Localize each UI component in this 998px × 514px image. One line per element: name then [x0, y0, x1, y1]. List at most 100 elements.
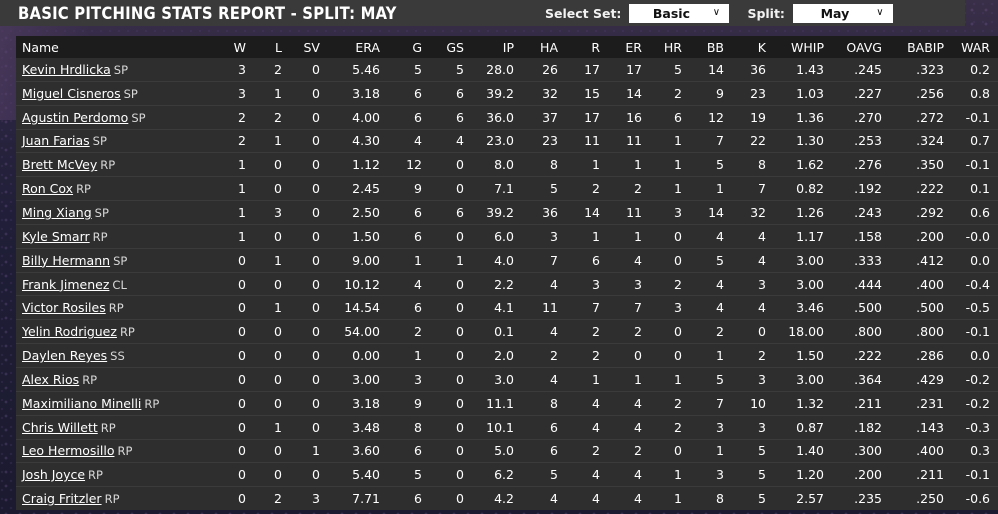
stat-cell-r: 17 — [566, 58, 608, 82]
stat-cell-r: 2 — [566, 439, 608, 464]
stat-cell-whip: 1.03 — [774, 81, 832, 106]
player-position-label: SP — [92, 134, 107, 149]
stat-cell-sv: 0 — [290, 343, 328, 368]
stat-cell-babip: .231 — [890, 391, 952, 416]
stat-cell-ha: 36 — [522, 200, 566, 225]
stat-cell-whip: 18.00 — [774, 319, 832, 345]
table-row[interactable]: Juan Farias SP 2 1 0 4.30 4 4 23.0 23 11 11 1 7 22 1.30… — [16, 129, 998, 154]
column-header-bb[interactable]: BB — [690, 36, 732, 58]
player-name-link[interactable]: Victor Rosiles — [22, 300, 106, 316]
column-header-r[interactable]: R — [566, 36, 608, 58]
table-row[interactable]: Leo Hermosillo RP 0 0 1 3.60 6 0 5.0 6 2 2 0 1 5 1.40.3… — [16, 439, 998, 464]
player-position-label: RP — [100, 420, 116, 435]
column-header-er[interactable]: ER — [608, 36, 650, 58]
column-header-gs[interactable]: GS — [430, 36, 472, 58]
column-header-ha[interactable]: HA — [522, 36, 566, 58]
stat-cell-gs: 0 — [430, 319, 472, 345]
stat-cell-ha: 4 — [522, 486, 566, 511]
column-header-babip[interactable]: BABIP — [890, 36, 952, 58]
stat-cell-war: 0.2 — [952, 58, 998, 82]
table-row[interactable]: Chris Willett RP 0 1 0 3.48 8 0 10.1 6 4 4 2 3 3 0.87.1… — [16, 415, 998, 440]
stat-cell-ip: 4.2 — [472, 486, 522, 511]
player-name-link[interactable]: Kevin Hrdlicka — [22, 61, 111, 77]
table-row[interactable]: Billy Hermann SP 0 1 0 9.00 1 1 4.0 7 6 4 0 5 4 3.00.33… — [16, 248, 998, 273]
column-header-era[interactable]: ERA — [328, 36, 388, 58]
player-position-label: RP — [100, 158, 116, 173]
stat-cell-sv: 0 — [290, 81, 328, 106]
stat-cell-ha: 26 — [522, 58, 566, 82]
table-row[interactable]: Agustin Perdomo SP 2 2 0 4.00 6 6 36.0 37 17 16 6 12 1… — [16, 105, 998, 130]
player-name-cell: Victor Rosiles RP — [16, 295, 216, 321]
column-header-w[interactable]: W — [216, 36, 254, 58]
table-row[interactable]: Josh Joyce RP 0 0 0 5.40 5 0 6.2 5 4 4 1 3 5 1.20.200.2… — [16, 462, 998, 488]
stat-cell-k: 0 — [732, 319, 774, 345]
stat-cell-g: 1 — [388, 248, 430, 273]
stat-cell-bb: 7 — [690, 391, 732, 416]
player-name-link[interactable]: Maximiliano Minelli — [22, 395, 142, 411]
stat-cell-era: 3.48 — [328, 415, 388, 440]
table-row[interactable]: Miguel Cisneros SP 3 1 0 3.18 6 6 39.2 32 15 14 2 9 23… — [16, 81, 998, 106]
stat-cell-hr: 2 — [650, 391, 690, 416]
stat-cell-er: 2 — [608, 176, 650, 202]
player-position-label: SP — [113, 62, 129, 77]
column-header-war[interactable]: WAR — [952, 36, 998, 58]
table-row[interactable]: Craig Fritzler RP 0 2 3 7.71 6 0 4.2 4 4 4 1 8 5 2.57.2… — [16, 486, 998, 511]
player-position-label: RP — [119, 325, 135, 340]
stat-cell-babip: .286 — [890, 343, 952, 368]
table-row[interactable]: Victor Rosiles RP 0 1 0 14.54 6 0 4.1 11 7 7 3 4 4 3.46… — [16, 295, 998, 321]
column-header-ip[interactable]: IP — [472, 36, 522, 58]
table-row[interactable]: Yelin Rodriguez RP 0 0 0 54.00 2 0 0.1 4 2 2 0 2 0 18.0… — [16, 319, 998, 345]
column-header-name[interactable]: Name — [16, 36, 216, 58]
stat-cell-bb: 5 — [690, 248, 732, 273]
column-header-sv[interactable]: SV — [290, 36, 328, 58]
player-name-link[interactable]: Daylen Reyes — [22, 348, 108, 364]
column-header-whip[interactable]: WHIP — [774, 36, 832, 58]
player-name-link[interactable]: Juan Farias — [22, 133, 90, 149]
stat-cell-gs: 0 — [430, 462, 472, 488]
table-row[interactable]: Frank Jimenez CL 0 0 0 10.12 4 0 2.2 4 3 3 2 4 3 3.00.4… — [16, 272, 998, 297]
player-name-link[interactable]: Frank Jimenez — [22, 276, 110, 292]
table-row[interactable]: Alex Rios RP 0 0 0 3.00 3 0 3.0 4 1 1 1 5 3 3.00.364.42… — [16, 367, 998, 392]
column-header-l[interactable]: L — [254, 36, 290, 58]
column-header-g[interactable]: G — [388, 36, 430, 58]
split-dropdown[interactable]: May ∨ — [792, 3, 893, 23]
stat-cell-war: -0.1 — [952, 105, 998, 130]
stat-cell-l: 0 — [254, 439, 290, 464]
player-name-link[interactable]: Leo Hermosillo — [22, 443, 115, 459]
table-row[interactable]: Ron Cox RP 1 0 0 2.45 9 0 7.1 5 2 2 1 1 7 0.82.192.222 0… — [16, 176, 998, 202]
player-name-link[interactable]: Ron Cox — [22, 181, 74, 197]
table-row[interactable]: Brett McVey RP 1 0 0 1.12 12 0 8.0 8 1 1 1 5 8 1.62.276… — [16, 152, 998, 178]
stat-cell-r: 17 — [566, 105, 608, 130]
stat-cell-w: 3 — [216, 81, 254, 106]
player-name-link[interactable]: Alex Rios — [22, 371, 80, 387]
player-name-link[interactable]: Josh Joyce — [22, 467, 86, 483]
stat-cell-k: 3 — [732, 415, 774, 440]
table-row[interactable]: Ming Xiang SP 1 3 0 2.50 6 6 39.2 36 14 11 3 14 32 1.26… — [16, 200, 998, 225]
player-name-link[interactable]: Craig Fritzler — [22, 491, 102, 507]
stat-cell-ha: 11 — [522, 295, 566, 321]
select-set-dropdown[interactable]: Basic ∨ — [629, 3, 730, 23]
stat-cell-oavg: .245 — [832, 58, 890, 82]
player-name-link[interactable]: Agustin Perdomo — [22, 109, 129, 125]
column-header-oavg[interactable]: OAVG — [832, 36, 890, 58]
stat-cell-war: -0.1 — [952, 462, 998, 488]
player-name-link[interactable]: Miguel Cisneros — [22, 85, 121, 101]
table-row[interactable]: Kyle Smarr RP 1 0 0 1.50 6 0 6.0 3 1 1 0 4 4 1.17.158.2… — [16, 224, 998, 249]
stat-cell-era: 9.00 — [328, 248, 388, 273]
player-name-link[interactable]: Chris Willett — [22, 419, 98, 435]
column-header-k[interactable]: K — [732, 36, 774, 58]
player-name-link[interactable]: Ming Xiang — [22, 204, 92, 220]
stat-cell-bb: 1 — [690, 439, 732, 464]
player-name-link[interactable]: Yelin Rodriguez — [22, 324, 117, 340]
player-name-link[interactable]: Kyle Smarr — [22, 228, 90, 244]
table-row[interactable]: Maximiliano Minelli RP 0 0 0 3.18 9 0 11.1 8 4 4 2 7 1… — [16, 391, 998, 416]
player-position-label: RP — [88, 468, 103, 483]
column-header-hr[interactable]: HR — [650, 36, 690, 58]
stat-cell-ha: 4 — [522, 272, 566, 297]
player-name-link[interactable]: Brett McVey — [22, 157, 98, 173]
player-name-cell: Daylen Reyes SS — [16, 343, 216, 368]
player-position-label: CL — [112, 277, 127, 292]
table-row[interactable]: Daylen Reyes SS 0 0 0 0.00 1 0 2.0 2 2 0 0 1 2 1.50.222… — [16, 343, 998, 368]
player-name-link[interactable]: Billy Hermann — [22, 252, 111, 268]
table-row[interactable]: Kevin Hrdlicka SP 3 2 0 5.46 5 5 28.0 26 17 17 5 14 36… — [16, 58, 998, 82]
